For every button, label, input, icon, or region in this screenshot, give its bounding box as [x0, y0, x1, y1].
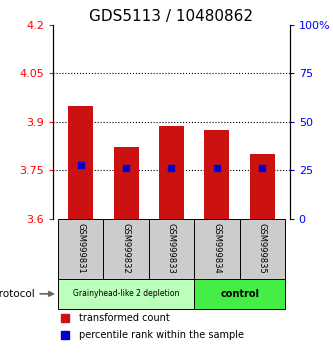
Bar — [114, 148, 139, 218]
Text: GSM999831: GSM999831 — [76, 223, 85, 274]
Text: Grainyhead-like 2 depletion: Grainyhead-like 2 depletion — [73, 289, 179, 298]
Bar — [194, 218, 240, 279]
Bar — [58, 218, 103, 279]
Bar — [204, 130, 229, 218]
Text: control: control — [220, 289, 259, 299]
Bar — [250, 154, 275, 218]
Bar — [194, 279, 285, 309]
Text: protocol: protocol — [0, 289, 35, 299]
Bar — [68, 105, 93, 218]
Bar — [149, 218, 194, 279]
Text: GSM999834: GSM999834 — [212, 223, 221, 274]
Text: GSM999835: GSM999835 — [258, 223, 267, 274]
Text: percentile rank within the sample: percentile rank within the sample — [79, 330, 244, 340]
Bar — [159, 126, 184, 218]
Text: transformed count: transformed count — [79, 313, 170, 322]
Text: GSM999832: GSM999832 — [122, 223, 131, 274]
Bar — [240, 218, 285, 279]
Bar — [103, 218, 149, 279]
Title: GDS5113 / 10480862: GDS5113 / 10480862 — [90, 8, 253, 24]
Text: GSM999833: GSM999833 — [167, 223, 176, 274]
Bar — [58, 279, 194, 309]
